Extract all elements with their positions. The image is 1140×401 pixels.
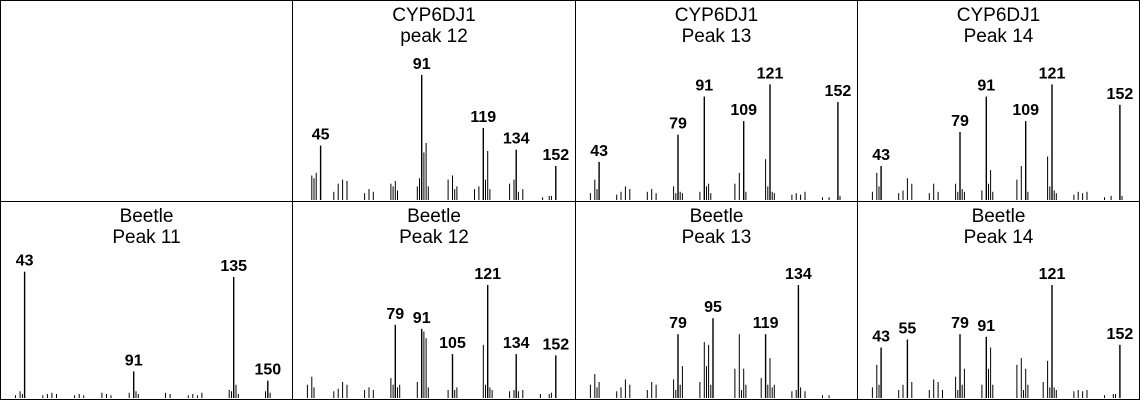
peak-label: 45	[312, 127, 330, 144]
peak-label: 95	[704, 299, 722, 316]
peak-label: 119	[470, 109, 496, 126]
peak-label: 43	[16, 253, 34, 270]
peak-label: 91	[977, 78, 995, 95]
panel-title-line1: CYP6DJ1	[956, 5, 1041, 26]
peak-label: 55	[899, 321, 917, 338]
peak-label: 43	[872, 329, 890, 346]
empty-panel	[0, 0, 293, 202]
peak-label: 152	[1107, 86, 1134, 103]
peak-label: 43	[590, 143, 608, 160]
peak-label: 91	[977, 318, 995, 335]
panel-title-line2: Peak 13	[681, 26, 752, 47]
peak-label: 79	[951, 113, 969, 130]
panel-title-line1: Beetle	[689, 206, 744, 227]
peak-label: 150	[254, 362, 281, 379]
peak-label: 134	[503, 131, 530, 148]
panel-beetle-peak12: Beetle Peak 12 79 91 105 121 134 152	[292, 201, 576, 400]
panel-title-line2: Peak 12	[399, 227, 469, 248]
peak-label: 79	[951, 315, 969, 332]
panel-title-line2: Peak 14	[963, 26, 1034, 47]
spectrum-plot: 43 55 79 91 121 152	[871, 266, 1134, 398]
spectrum-plot: 43 91 135 150	[15, 253, 281, 398]
peak-label: 91	[413, 310, 431, 327]
peak-label: 152	[542, 147, 569, 164]
peak-label: 134	[503, 335, 530, 352]
panel-cyp6dj1-peak13: CYP6DJ1 Peak 13 43 79 91 109 121 152	[575, 0, 858, 202]
peak-label: 134	[785, 266, 812, 283]
spectrum-plot: 43 79 91 109 121 152	[589, 65, 852, 200]
panel-title-line1: CYP6DJ1	[674, 5, 759, 26]
peak-label: 152	[825, 83, 852, 100]
panel-cyp6dj1-peak14: CYP6DJ1 Peak 14 43 79 91 109 121 152	[857, 0, 1140, 202]
panel-title-line1: Beetle	[119, 206, 174, 227]
panel-title: CYP6DJ1 Peak 14	[858, 5, 1139, 47]
panel-title-line2: peak 12	[400, 26, 468, 47]
panel-title: CYP6DJ1 peak 12	[293, 5, 575, 47]
peak-label: 91	[695, 78, 713, 95]
panel-title-line2: Peak 13	[681, 227, 752, 248]
panel-cyp6dj1-peak12: CYP6DJ1 peak 12 45 91 119 134 152	[292, 0, 576, 202]
spectrum-plot: 79 95 119 134	[589, 266, 830, 398]
spectrum-plot: 45 91 119 134 152	[311, 56, 569, 200]
peak-label: 121	[757, 65, 784, 82]
panel-title-line1: CYP6DJ1	[392, 5, 476, 26]
panel-beetle-peak14: Beetle Peak 14 43 55 79 91 121 152	[857, 201, 1140, 400]
peak-label: 152	[542, 336, 569, 353]
peak-label: 109	[730, 102, 757, 119]
peak-label: 121	[1039, 266, 1066, 283]
panel-title: Beetle Peak 11	[1, 206, 292, 248]
peak-label: 121	[1039, 65, 1066, 82]
panel-title: Beetle Peak 12	[293, 206, 575, 248]
panel-title-line1: Beetle	[407, 206, 461, 227]
peak-label: 121	[474, 266, 501, 283]
peak-label: 79	[386, 306, 404, 323]
panel-title: CYP6DJ1 Peak 13	[576, 5, 857, 47]
peak-label: 91	[125, 352, 143, 369]
spectrum-plot: 79 91 105 121 134 152	[306, 266, 569, 398]
panel-beetle-peak13: Beetle Peak 13 79 95 119 134	[575, 201, 858, 400]
peak-label: 43	[872, 147, 890, 164]
panel-title-line1: Beetle	[971, 206, 1026, 227]
peak-label: 135	[220, 258, 247, 275]
panel-title: Beetle Peak 13	[576, 206, 857, 248]
peak-label: 105	[439, 335, 466, 352]
panel-title-line2: Peak 14	[963, 227, 1034, 248]
peak-label: 119	[753, 315, 779, 332]
spectrum-plot: 43 79 91 109 121 152	[871, 65, 1134, 200]
panel-beetle-peak11: Beetle Peak 11 43 91 135 150	[0, 201, 293, 400]
peak-label: 91	[413, 56, 431, 73]
panel-title-line2: Peak 11	[112, 227, 181, 248]
peak-label: 109	[1012, 102, 1039, 119]
peak-label: 79	[669, 315, 687, 332]
peak-label: 152	[1107, 326, 1134, 343]
panel-title: Beetle Peak 14	[858, 206, 1139, 248]
peak-label: 79	[669, 116, 687, 133]
